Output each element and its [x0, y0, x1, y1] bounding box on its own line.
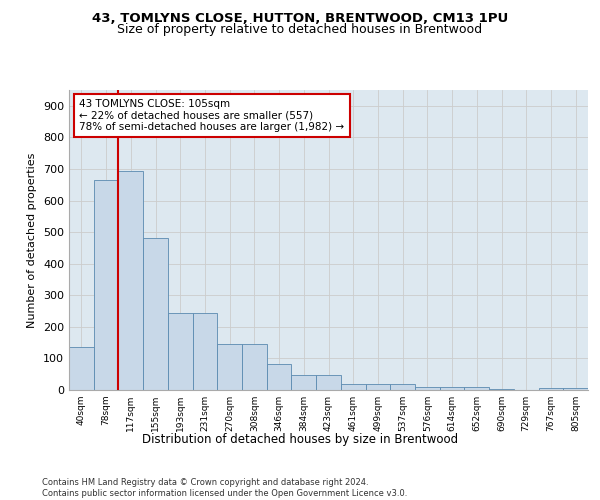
Bar — [292, 375, 316, 390]
Text: Size of property relative to detached houses in Brentwood: Size of property relative to detached ho… — [118, 24, 482, 36]
Bar — [415, 387, 440, 390]
Text: 43 TOMLYNS CLOSE: 105sqm
← 22% of detached houses are smaller (557)
78% of semi-: 43 TOMLYNS CLOSE: 105sqm ← 22% of detach… — [79, 99, 344, 132]
Bar — [242, 344, 267, 390]
Bar — [69, 348, 94, 390]
Bar — [168, 312, 193, 390]
Text: Contains HM Land Registry data © Crown copyright and database right 2024.
Contai: Contains HM Land Registry data © Crown c… — [42, 478, 407, 498]
Bar — [267, 364, 292, 390]
Text: 43, TOMLYNS CLOSE, HUTTON, BRENTWOOD, CM13 1PU: 43, TOMLYNS CLOSE, HUTTON, BRENTWOOD, CM… — [92, 12, 508, 26]
Bar — [390, 384, 415, 390]
Bar — [365, 384, 390, 390]
Bar — [539, 388, 563, 390]
Y-axis label: Number of detached properties: Number of detached properties — [28, 152, 37, 328]
Text: Distribution of detached houses by size in Brentwood: Distribution of detached houses by size … — [142, 432, 458, 446]
Bar — [489, 388, 514, 390]
Bar — [440, 388, 464, 390]
Bar — [217, 344, 242, 390]
Bar — [563, 388, 588, 390]
Bar — [118, 170, 143, 390]
Bar — [341, 384, 365, 390]
Bar — [316, 375, 341, 390]
Bar — [143, 238, 168, 390]
Bar — [464, 388, 489, 390]
Bar — [193, 312, 217, 390]
Bar — [94, 180, 118, 390]
